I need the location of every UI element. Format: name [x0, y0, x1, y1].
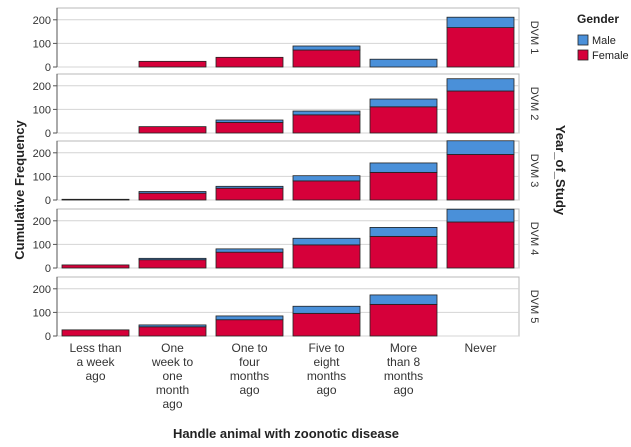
x-tick-label: Less than a week ago [69, 341, 121, 383]
y-tick-label: 0 [45, 331, 51, 343]
panel-dvm-3: 0 100 200 DVM 3 [33, 140, 540, 207]
bar-male [215, 248, 284, 253]
y-tick-label: 0 [45, 195, 51, 207]
bar-female [61, 264, 130, 269]
bar-female [138, 192, 207, 201]
y-tick-label: 100 [33, 38, 51, 50]
bar-male [446, 140, 515, 155]
legend-title: Gender [577, 12, 619, 26]
x-tick-label: One week to one month ago [151, 341, 194, 411]
legend-swatch-male [577, 34, 589, 46]
bar-female [61, 198, 130, 201]
x-axis-title: Handle animal with zoonotic disease [173, 426, 399, 441]
y-axis-title: Cumulative Frequency [12, 120, 27, 260]
panel-frame [56, 208, 520, 269]
bar-female [215, 121, 284, 134]
legend-swatch-female [577, 49, 589, 61]
x-tick-labels: Less than a week ago One week to one month ago O… [69, 341, 496, 411]
bar-female [138, 126, 207, 134]
bar-male [446, 16, 515, 28]
y-tick-label: 200 [33, 216, 51, 228]
bar-male [138, 191, 207, 194]
bar-female [292, 312, 361, 337]
panel-frame [56, 7, 520, 68]
panel-frame [56, 73, 520, 134]
bar-male [215, 315, 284, 321]
bar-female [215, 319, 284, 337]
x-tick-label: Five to eight months ago [307, 341, 346, 397]
facet-label: DVM 4 [528, 222, 540, 256]
bar-female [369, 303, 438, 337]
bar-female [138, 326, 207, 337]
bar-male [369, 162, 438, 173]
bar-female [292, 114, 361, 134]
y-tick-label: 100 [33, 239, 51, 251]
bar-male [292, 110, 361, 116]
y-tick-label: 100 [33, 104, 51, 116]
panels-layer: 0 100 200 DVM 1 0 100 200 DVM 2 0 100 200 DVM 3 0 100… [33, 7, 540, 343]
bar-male [292, 45, 361, 51]
bar-female [61, 329, 130, 337]
bar-female [446, 90, 515, 134]
panel-dvm-5: 0 100 200 DVM 5 [33, 276, 540, 343]
bar-male [292, 305, 361, 314]
bar-female [369, 171, 438, 201]
bar-male [446, 208, 515, 223]
bar-male [292, 237, 361, 246]
x-tick-label: Never [464, 341, 496, 355]
bar-female [138, 60, 207, 68]
panel-frame [56, 140, 520, 201]
bar-female [369, 235, 438, 269]
y-tick-label: 200 [33, 284, 51, 296]
y-tick-label: 0 [45, 128, 51, 140]
bar-male [138, 257, 207, 261]
facet-label: DVM 5 [528, 290, 540, 324]
panel-dvm-2: 0 100 200 DVM 2 [33, 73, 540, 140]
bar-male [369, 98, 438, 108]
y-tick-label: 100 [33, 171, 51, 183]
bar-male [138, 324, 207, 328]
bar-male [446, 78, 515, 92]
bar-female [292, 244, 361, 269]
legend: Gender Male Female [577, 12, 629, 62]
bar-male [369, 58, 438, 68]
y-tick-label: 200 [33, 81, 51, 93]
x-tick-label: One to four months ago [230, 341, 269, 397]
bar-female [446, 221, 515, 269]
legend-label-male: Male [592, 35, 616, 47]
panel-frame [56, 276, 520, 337]
bar-female [292, 49, 361, 68]
y-tick-label: 200 [33, 148, 51, 160]
facet-label: DVM 3 [528, 154, 540, 188]
bar-female [369, 106, 438, 134]
bar-male [292, 175, 361, 182]
panel-dvm-4: 0 100 200 DVM 4 [33, 208, 540, 275]
bar-male [215, 119, 284, 123]
panel-dvm-1: 0 100 200 DVM 1 [33, 7, 540, 74]
facet-label: DVM 2 [528, 87, 540, 121]
y-tick-label: 0 [45, 263, 51, 275]
bar-male [369, 227, 438, 237]
x-tick-label: More than 8 months ago [384, 341, 423, 397]
y-tick-label: 200 [33, 15, 51, 27]
bar-male [369, 294, 438, 305]
bar-female [446, 154, 515, 201]
bar-female [138, 259, 207, 269]
facet-label: DVM 1 [528, 21, 540, 55]
bar-female [215, 251, 284, 269]
y-tick-label: 0 [45, 62, 51, 74]
y-tick-label: 100 [33, 307, 51, 319]
facet-title: Year_of_Study [553, 125, 568, 216]
bar-male [215, 185, 284, 189]
bar-female [446, 27, 515, 68]
bar-female [215, 56, 284, 68]
bar-female [215, 187, 284, 201]
bar-female [292, 180, 361, 201]
legend-label-female: Female [592, 50, 629, 62]
